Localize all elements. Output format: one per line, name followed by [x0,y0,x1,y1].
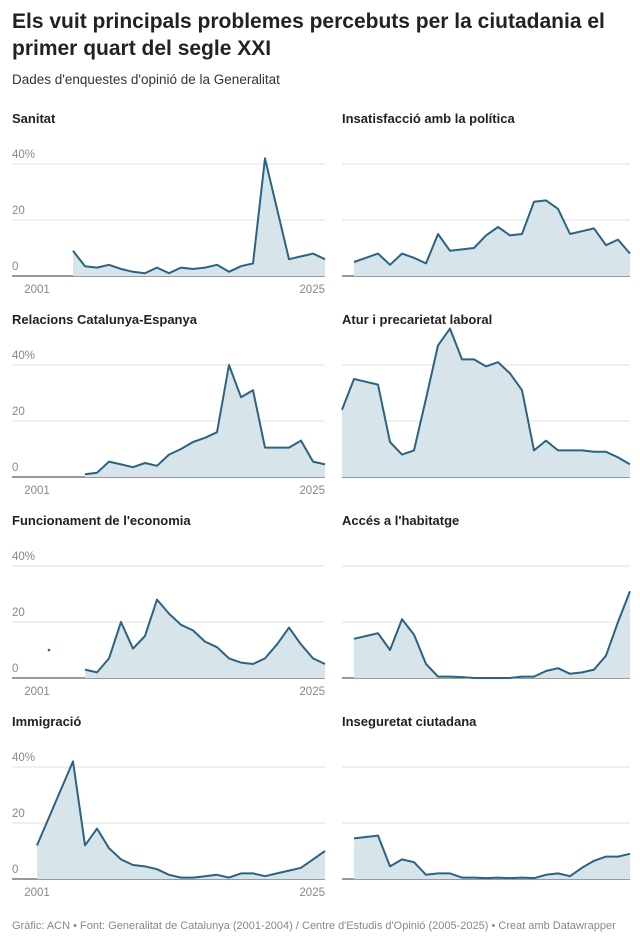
point [47,648,51,652]
y-tick-label: 20 [12,406,25,418]
y-tick-label: 40% [12,149,35,161]
area-fill [85,365,325,477]
line [36,760,326,879]
line [353,834,631,880]
area-fill [354,835,630,879]
y-tick-label: 20 [12,808,25,820]
line [353,590,631,679]
panel-title: Accés a l'habitatge [342,513,459,528]
x-tick-label: 2001 [24,284,50,296]
y-tick-label: 0 [12,462,18,474]
line [353,199,631,266]
panel-title: Immigració [12,714,81,729]
area-fill [37,761,325,879]
panel-title: Inseguretat ciutadana [342,714,477,729]
x-tick-label: 2025 [299,485,325,497]
area-fill [73,158,325,276]
x-tick-label: 2025 [299,887,325,899]
title: Els vuit principals problemes percebuts … [12,10,605,60]
panel-title: Relacions Catalunya-Espanya [12,312,198,327]
line [72,157,326,275]
y-tick-label: 20 [12,205,25,217]
y-tick-label: 40% [12,752,35,764]
area-fill [354,591,630,678]
y-tick-label: 0 [12,261,18,273]
y-tick-label: 0 [12,864,18,876]
area-fill [342,328,630,477]
area-fill [354,200,630,276]
x-tick-label: 2001 [24,686,50,698]
panel-title: Funcionament de l'economia [12,513,191,528]
footer: Gràfic: ACN • Font: Generalitat de Catal… [12,920,616,932]
x-tick-label: 2001 [24,887,50,899]
area-fill [85,599,325,678]
panel-title: Insatisfacció amb la política [342,111,515,126]
y-tick-label: 0 [12,663,18,675]
x-tick-label: 2025 [299,686,325,698]
y-tick-label: 40% [12,551,35,563]
y-tick-label: 40% [12,350,35,362]
line [341,327,631,466]
panel-title: Sanitat [12,111,56,126]
line [84,364,326,476]
subtitle: Dades d'enquestes d'opinió de la General… [12,72,280,87]
x-tick-label: 2025 [299,284,325,296]
y-tick-label: 20 [12,607,25,619]
panel-title: Atur i precarietat laboral [342,312,492,327]
line [84,598,326,674]
x-tick-label: 2001 [24,485,50,497]
